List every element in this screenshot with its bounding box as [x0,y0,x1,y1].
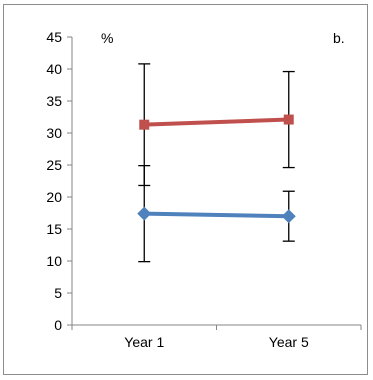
x-tick-label: Year 1 [124,334,164,350]
series-markers [137,114,296,224]
series-line [142,211,291,219]
data-point-diamond [137,206,152,221]
y-tick-label: 40 [46,61,62,77]
y-tick-label: 20 [46,189,62,205]
series-line [142,117,291,127]
data-point-square [139,119,150,130]
y-tick-label: 15 [46,221,62,237]
y-tick-label: 45 [46,29,62,45]
y-axis-label: % [101,30,113,46]
data-point-square [283,114,294,125]
x-tick-label: Year 5 [269,334,309,350]
y-tick-label: 5 [54,285,62,301]
error-bars [138,63,295,263]
chart-frame: 0 5 10 15 20 25 30 35 40 45 Year 1 Year 5 % b. [3,4,368,375]
panel-label: b. [333,30,345,46]
line-chart: 0 5 10 15 20 25 30 35 40 45 Year 1 Year 5 % b. [46,29,362,350]
y-tick-label: 35 [46,93,62,109]
series-lines [142,117,291,219]
y-tick-label: 10 [46,253,62,269]
axes: 0 5 10 15 20 25 30 35 40 45 Year 1 Year 5 [46,29,362,350]
data-point-diamond [281,209,296,224]
y-tick-label: 0 [54,317,62,333]
y-tick-label: 25 [46,157,62,173]
y-tick-label: 30 [46,125,62,141]
